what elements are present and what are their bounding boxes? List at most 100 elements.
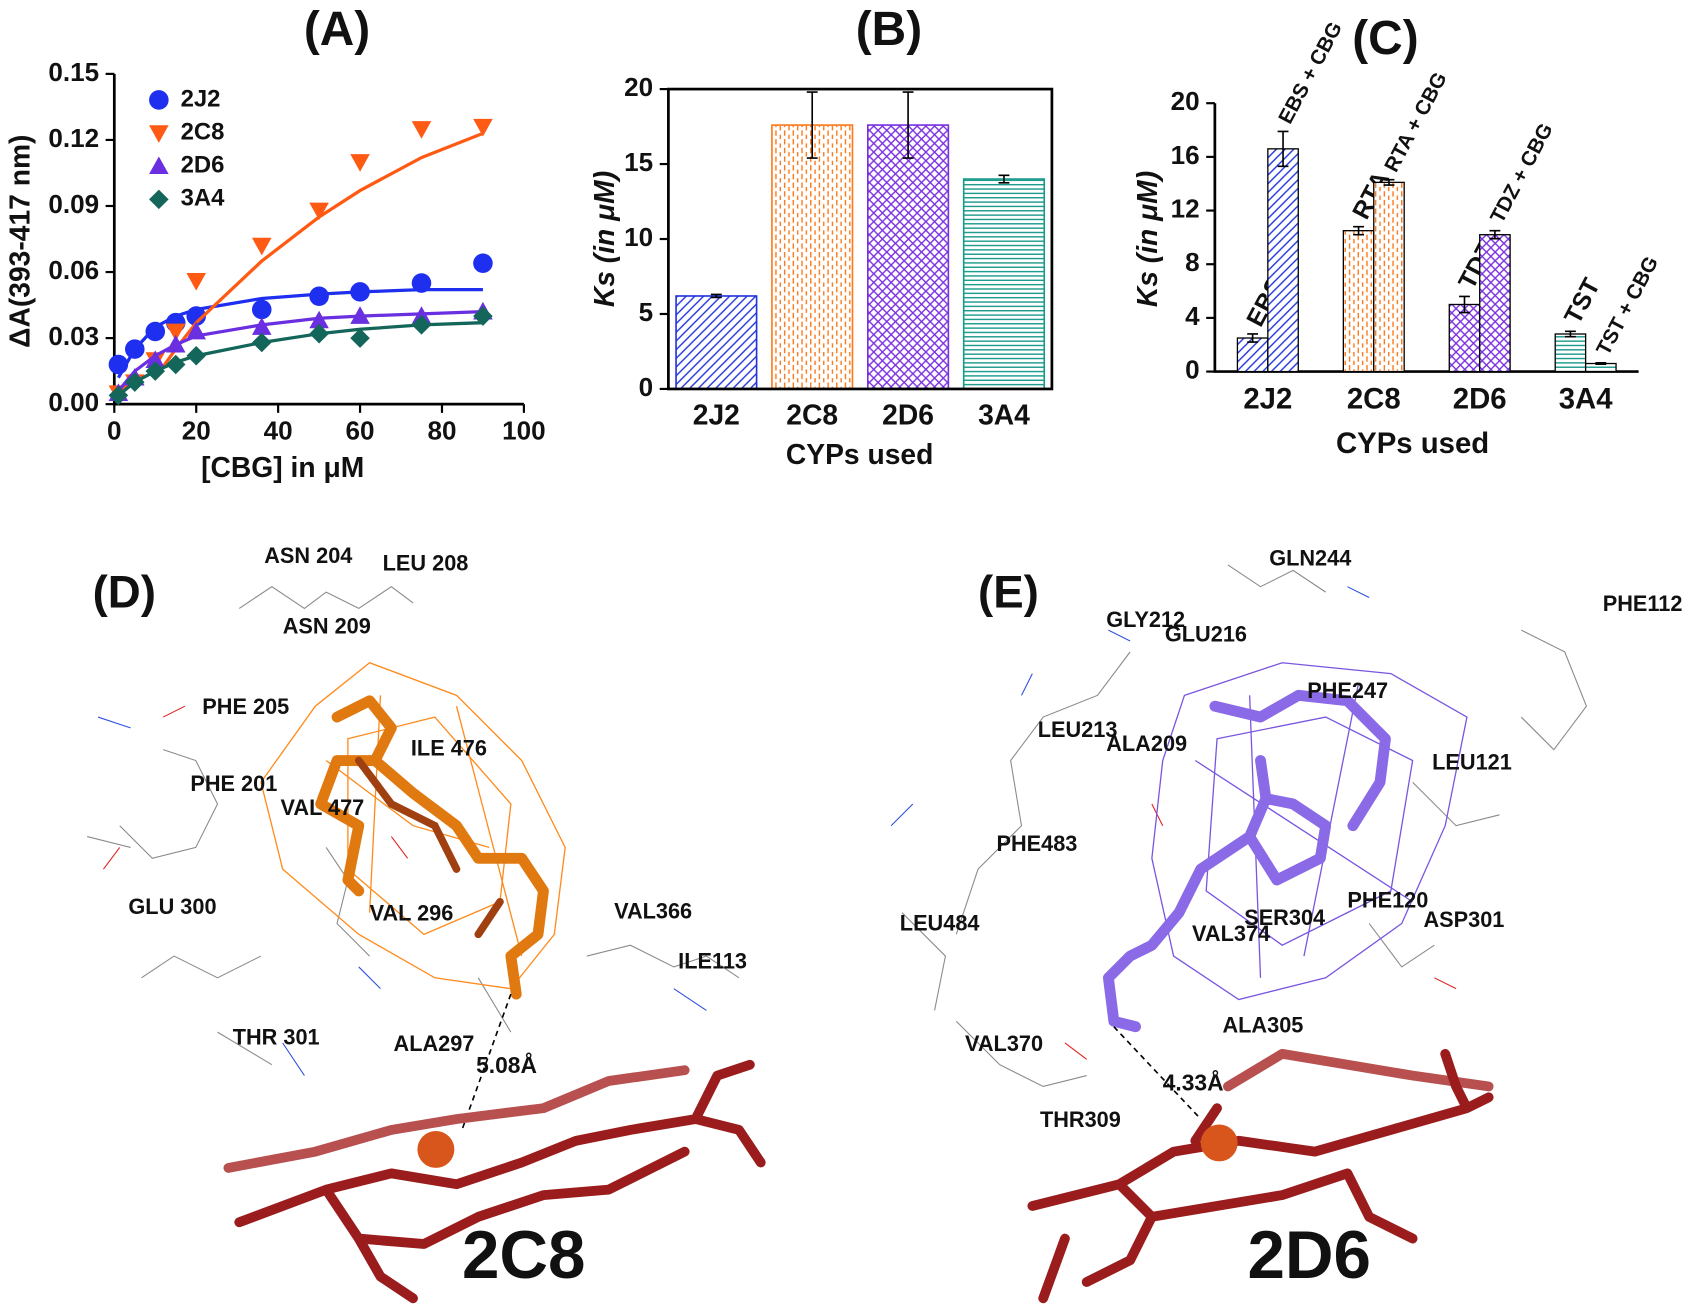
fit-line xyxy=(117,321,483,397)
axis-frame xyxy=(667,87,1054,391)
x-tick-label: 80 xyxy=(427,415,456,445)
bar xyxy=(1342,230,1375,373)
residue-label: GLU 300 xyxy=(128,894,216,919)
y-tick-label: 20 xyxy=(624,72,653,102)
bar xyxy=(867,124,950,390)
bar xyxy=(962,178,1046,390)
x-tick-label: 20 xyxy=(182,415,211,445)
x-tick-label: 2C8 xyxy=(786,399,838,431)
y-tick-label: 0.09 xyxy=(48,189,99,219)
residue-label: GLY212 xyxy=(1106,607,1185,632)
data-point xyxy=(309,202,329,221)
molecule-d xyxy=(87,586,766,1304)
x-axis-label: CYPs used xyxy=(786,438,934,470)
residue-label: GLU216 xyxy=(1165,621,1247,646)
data-point xyxy=(165,334,186,353)
legend-marker xyxy=(149,156,169,175)
residue-label: PHE120 xyxy=(1347,887,1428,912)
y-tick-label: 0.03 xyxy=(48,321,99,351)
enzyme-label: 2D6 xyxy=(1247,1218,1371,1293)
error-bar xyxy=(902,91,914,159)
fit-line xyxy=(116,288,483,379)
residue-label: PHE483 xyxy=(996,831,1077,856)
bar xyxy=(1554,333,1587,373)
error-bar xyxy=(1277,130,1289,168)
data-point xyxy=(350,154,370,172)
legend-marker xyxy=(149,125,169,143)
y-tick-label: 8 xyxy=(1185,247,1200,277)
bar-label: TST xyxy=(1559,274,1606,329)
residue-label: ALA209 xyxy=(1106,731,1187,756)
data-point xyxy=(309,286,329,307)
x-tick-label: 0 xyxy=(107,415,122,445)
chart-title: (C) xyxy=(1352,12,1418,65)
residue-label: VAL370 xyxy=(965,1031,1043,1056)
y-tick-label: 0 xyxy=(639,372,654,402)
bar-label: RTA + CBG xyxy=(1380,68,1452,175)
enzyme-label: 2C8 xyxy=(462,1218,586,1293)
data-point xyxy=(108,385,129,406)
data-point xyxy=(125,339,145,359)
data-point xyxy=(108,354,129,375)
residue-label: VAL374 xyxy=(1192,921,1270,946)
x-tick-label: 3A4 xyxy=(978,399,1030,431)
residue-label: PHE 201 xyxy=(190,771,277,796)
bar xyxy=(771,124,854,390)
x-tick-label: 40 xyxy=(264,415,293,445)
bar xyxy=(1448,303,1481,373)
residue-label: ILE113 xyxy=(678,948,747,973)
residue-label: SER304 xyxy=(1244,905,1325,930)
y-tick-label: 0.12 xyxy=(48,123,99,153)
bar xyxy=(1479,234,1511,373)
data-point xyxy=(251,237,272,256)
data-point xyxy=(411,315,432,335)
data-point xyxy=(350,306,370,324)
error-bar xyxy=(1564,330,1576,338)
distance-label: 5.08Å xyxy=(476,1052,537,1078)
legend-label: 2C8 xyxy=(181,118,225,145)
residue-label: VAL 477 xyxy=(281,795,365,820)
bar-label: EBS + CBG xyxy=(1274,18,1347,127)
data-point xyxy=(251,332,272,353)
x-tick-label: 3A4 xyxy=(1559,383,1613,416)
data-point xyxy=(125,372,145,392)
error-bar xyxy=(1459,295,1470,314)
y-tick-label: 12 xyxy=(1171,193,1200,223)
charts: (A)0.000.030.060.090.120.150 20 40 60 80 100[… xyxy=(3,3,1663,483)
residue-label: LEU213 xyxy=(1038,717,1118,742)
residue-label: VAL366 xyxy=(614,898,692,923)
error-bar xyxy=(806,91,818,159)
residue-label: LEU 208 xyxy=(383,551,469,576)
y-axis-label: Ks (in μM) xyxy=(588,171,620,307)
data-point xyxy=(350,282,370,302)
data-point xyxy=(145,321,166,342)
data-point xyxy=(186,345,206,366)
y-tick-label: 0 xyxy=(1185,354,1200,384)
panel-label: (D) xyxy=(93,566,156,617)
residue-label: VAL 296 xyxy=(370,901,454,926)
panel-label: (E) xyxy=(978,566,1039,617)
y-axis-label: Ks (in μM) xyxy=(1131,171,1163,307)
x-axis-label: [CBG] in μM xyxy=(201,451,364,483)
bar xyxy=(1373,181,1405,373)
y-tick-label: 10 xyxy=(624,222,653,252)
residue-label: GLN244 xyxy=(1269,545,1351,570)
bar xyxy=(1267,148,1299,373)
error-bar xyxy=(998,174,1010,184)
distance-label: 4.33Å xyxy=(1163,1069,1224,1095)
error-bar xyxy=(1247,333,1259,343)
y-tick-label: 0.00 xyxy=(48,387,99,417)
chart-title: (A) xyxy=(304,3,370,56)
legend-marker xyxy=(149,90,169,110)
x-tick-label: 2J2 xyxy=(1243,383,1292,416)
error-bar xyxy=(1595,362,1607,366)
fit-line xyxy=(117,310,483,392)
x-tick-label: 60 xyxy=(346,415,375,445)
x-tick-label: 2D6 xyxy=(1453,383,1507,416)
residue-label: ALA297 xyxy=(394,1031,475,1056)
data-point xyxy=(411,306,432,324)
chart-title: (B) xyxy=(856,3,922,56)
data-point xyxy=(473,118,493,137)
